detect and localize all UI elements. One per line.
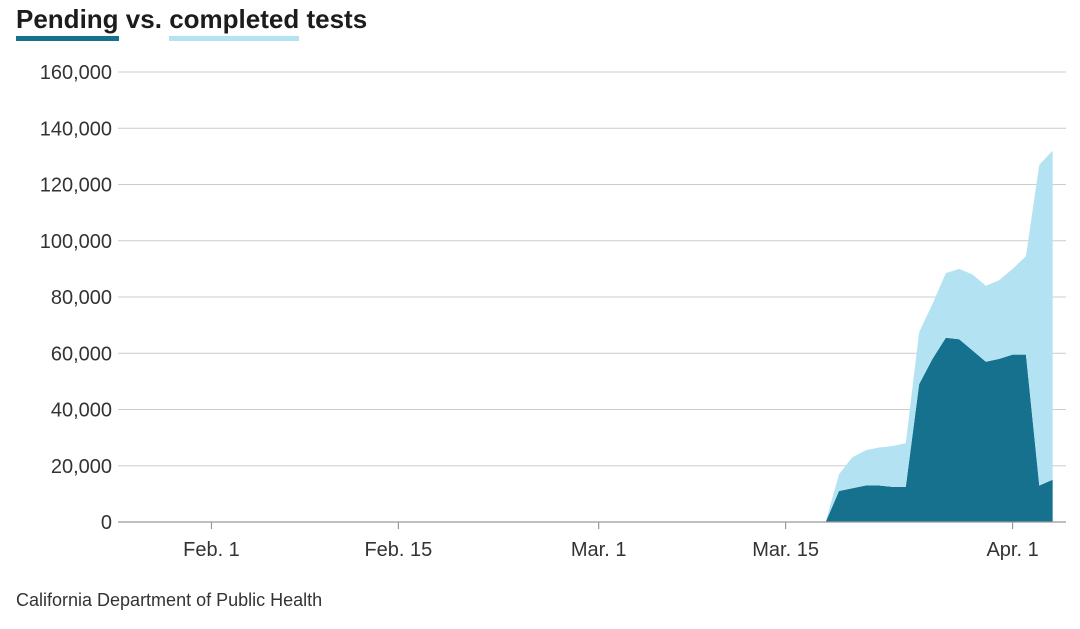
x-axis: Feb. 1 Feb. 15 Mar. 1 Mar. 15 Apr. 1 bbox=[118, 521, 1066, 561]
title-suffix: tests bbox=[306, 4, 368, 34]
source-credit: California Department of Public Health bbox=[16, 590, 323, 610]
y-tick-label: 20,000 bbox=[51, 456, 112, 478]
chart-title: Pending vs. completed tests bbox=[16, 2, 367, 41]
y-tick-label: 80,000 bbox=[51, 287, 112, 309]
area-series-completed bbox=[825, 150, 1053, 522]
x-tick-label: Apr. 1 bbox=[986, 539, 1038, 561]
title-pending-key: Pending bbox=[16, 2, 119, 41]
title-completed-key: completed bbox=[169, 2, 300, 41]
y-axis-labels: 0 20,000 40,000 60,000 80,000 100,000 120,000 1… bbox=[40, 62, 112, 534]
y-tick-label: 140,000 bbox=[40, 118, 112, 140]
y-tick-label: 0 bbox=[101, 512, 112, 534]
area-layer bbox=[825, 150, 1053, 522]
x-tick-label: Mar. 1 bbox=[571, 539, 627, 561]
y-tick-label: 120,000 bbox=[40, 175, 112, 197]
y-tick-label: 60,000 bbox=[51, 343, 112, 365]
x-tick-label: Feb. 1 bbox=[183, 539, 240, 561]
y-tick-label: 40,000 bbox=[51, 400, 112, 422]
x-tick-label: Mar. 15 bbox=[752, 539, 819, 561]
y-tick-label: 100,000 bbox=[40, 231, 112, 253]
title-connector: vs. bbox=[125, 4, 162, 34]
x-tick-label: Feb. 15 bbox=[364, 539, 432, 561]
area-series-pending bbox=[825, 337, 1053, 522]
y-tick-label: 160,000 bbox=[40, 62, 112, 84]
